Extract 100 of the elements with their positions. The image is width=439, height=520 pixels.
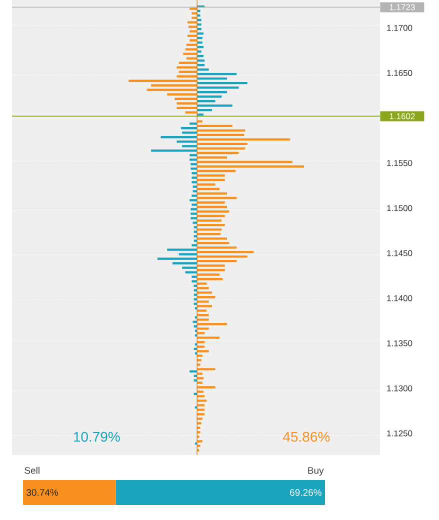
bar <box>197 400 207 402</box>
bar <box>197 264 225 267</box>
bar <box>192 280 198 282</box>
bar <box>197 72 237 76</box>
bar <box>197 413 205 416</box>
bar <box>197 408 205 411</box>
bar <box>197 82 248 84</box>
bar <box>197 104 232 107</box>
bar <box>190 163 198 166</box>
bar <box>188 26 198 28</box>
bar <box>182 266 198 269</box>
bar <box>197 129 246 132</box>
bar <box>197 147 246 150</box>
bar <box>190 154 198 156</box>
bar <box>197 224 225 226</box>
bar <box>197 386 216 388</box>
bar <box>197 201 225 204</box>
y-tick-label: 1.1500 <box>387 205 412 212</box>
bar <box>197 336 220 339</box>
bar <box>187 21 198 24</box>
bar <box>197 328 209 330</box>
bar <box>197 418 202 420</box>
bar <box>187 34 198 37</box>
ref-line-label: 1.1723 <box>390 4 415 10</box>
bar <box>197 170 236 172</box>
bar <box>197 160 292 164</box>
bar <box>197 268 225 272</box>
bar <box>151 84 198 86</box>
bar <box>197 368 216 370</box>
bar <box>197 142 248 146</box>
bar <box>197 100 216 102</box>
bar <box>197 390 204 393</box>
bar <box>197 346 205 348</box>
bar <box>186 44 198 46</box>
bar <box>197 377 204 380</box>
annotation: 45.86% <box>282 432 330 442</box>
y-tick-label: 1.1650 <box>387 70 412 76</box>
bar <box>190 217 198 220</box>
bar <box>192 16 198 19</box>
bar <box>192 194 198 197</box>
text: 10.79% <box>74 432 120 442</box>
data-label: 30.74% <box>26 489 58 496</box>
bar <box>190 8 198 10</box>
y-tick-label: 1.1300 <box>387 385 412 392</box>
data-label: 69.26% <box>290 489 322 496</box>
y-tick-label: 1.1400 <box>387 295 412 302</box>
bar <box>197 404 205 406</box>
bar <box>146 88 198 91</box>
bar <box>197 296 216 298</box>
bar <box>197 134 244 136</box>
bar <box>197 152 239 154</box>
bar <box>192 172 198 174</box>
bar <box>197 138 290 141</box>
bar <box>157 258 198 260</box>
series-label: Sell <box>24 466 40 474</box>
bar <box>192 181 198 184</box>
ref-line-label: 1.1602 <box>390 113 415 120</box>
bar <box>197 350 209 352</box>
bar <box>178 253 198 256</box>
y-tick-label: 1.1450 <box>387 250 412 256</box>
bar <box>197 178 225 182</box>
bar <box>176 140 198 143</box>
bar <box>190 30 198 32</box>
bar <box>197 246 237 249</box>
bar <box>190 158 198 161</box>
bar <box>190 199 198 202</box>
series-label: Buy <box>308 467 324 476</box>
bar <box>190 208 198 210</box>
bar <box>197 214 225 218</box>
bar <box>190 168 198 170</box>
bar <box>182 145 198 148</box>
bar <box>197 260 237 262</box>
bar <box>197 124 232 128</box>
bar <box>151 150 198 152</box>
bar <box>185 271 198 274</box>
y-tick-label: 1.1350 <box>387 340 412 346</box>
bar <box>197 165 304 168</box>
bar <box>197 372 202 375</box>
bar <box>197 323 228 326</box>
bar <box>197 86 239 89</box>
bar <box>197 174 225 177</box>
bar <box>172 262 198 264</box>
bar <box>192 244 198 246</box>
bar <box>197 250 254 254</box>
bar <box>197 196 237 200</box>
y-tick-label: 1.1250 <box>387 430 412 436</box>
bar <box>192 276 198 278</box>
bar <box>197 341 205 344</box>
bar <box>192 12 198 14</box>
bar <box>197 354 202 357</box>
y-tick-label: 1.1700 <box>387 24 412 31</box>
bar <box>160 136 198 138</box>
bar <box>197 332 205 334</box>
y-tick-label: 1.1550 <box>387 160 412 166</box>
bar <box>197 440 202 442</box>
bar <box>167 248 198 251</box>
bar <box>192 204 198 206</box>
bar <box>192 176 198 179</box>
bar <box>197 395 205 398</box>
bar <box>128 80 198 82</box>
